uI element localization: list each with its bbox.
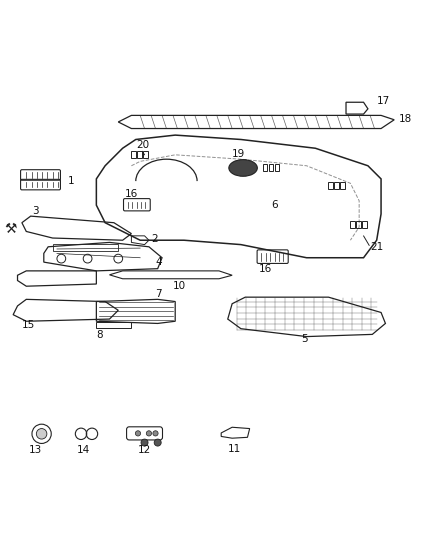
Bar: [268, 165, 273, 172]
Circle shape: [36, 429, 47, 439]
Text: 17: 17: [377, 96, 390, 106]
Bar: [350, 221, 355, 229]
Text: ⚒: ⚒: [5, 222, 17, 236]
Text: 7: 7: [155, 289, 162, 300]
Text: 4: 4: [155, 257, 162, 267]
Bar: [143, 151, 148, 158]
Bar: [356, 221, 361, 229]
Circle shape: [141, 439, 148, 446]
Bar: [328, 182, 333, 189]
Text: 12: 12: [138, 445, 151, 455]
Text: 21: 21: [370, 242, 383, 252]
Text: 1: 1: [68, 176, 74, 186]
Bar: [362, 221, 367, 229]
Bar: [263, 165, 267, 172]
Text: 15: 15: [22, 320, 35, 330]
Circle shape: [154, 439, 161, 446]
Text: 11: 11: [228, 444, 241, 454]
Text: 20: 20: [136, 140, 149, 150]
Circle shape: [135, 431, 141, 436]
Text: 16: 16: [125, 189, 138, 199]
Text: 13: 13: [29, 445, 42, 455]
Text: 3: 3: [32, 206, 39, 216]
Circle shape: [146, 431, 152, 436]
Text: 8: 8: [96, 329, 103, 340]
Bar: [334, 182, 339, 189]
Text: 6: 6: [272, 200, 278, 210]
Text: 14: 14: [77, 445, 90, 455]
Circle shape: [153, 431, 158, 436]
Text: 16: 16: [258, 264, 272, 274]
Bar: [275, 165, 279, 172]
Text: 19: 19: [232, 149, 245, 159]
Ellipse shape: [229, 159, 258, 176]
Text: 5: 5: [301, 334, 308, 344]
Bar: [131, 151, 136, 158]
Text: 2: 2: [151, 234, 158, 244]
Text: 10: 10: [173, 280, 186, 290]
Text: 18: 18: [399, 114, 412, 124]
Bar: [137, 151, 142, 158]
Bar: [340, 182, 345, 189]
